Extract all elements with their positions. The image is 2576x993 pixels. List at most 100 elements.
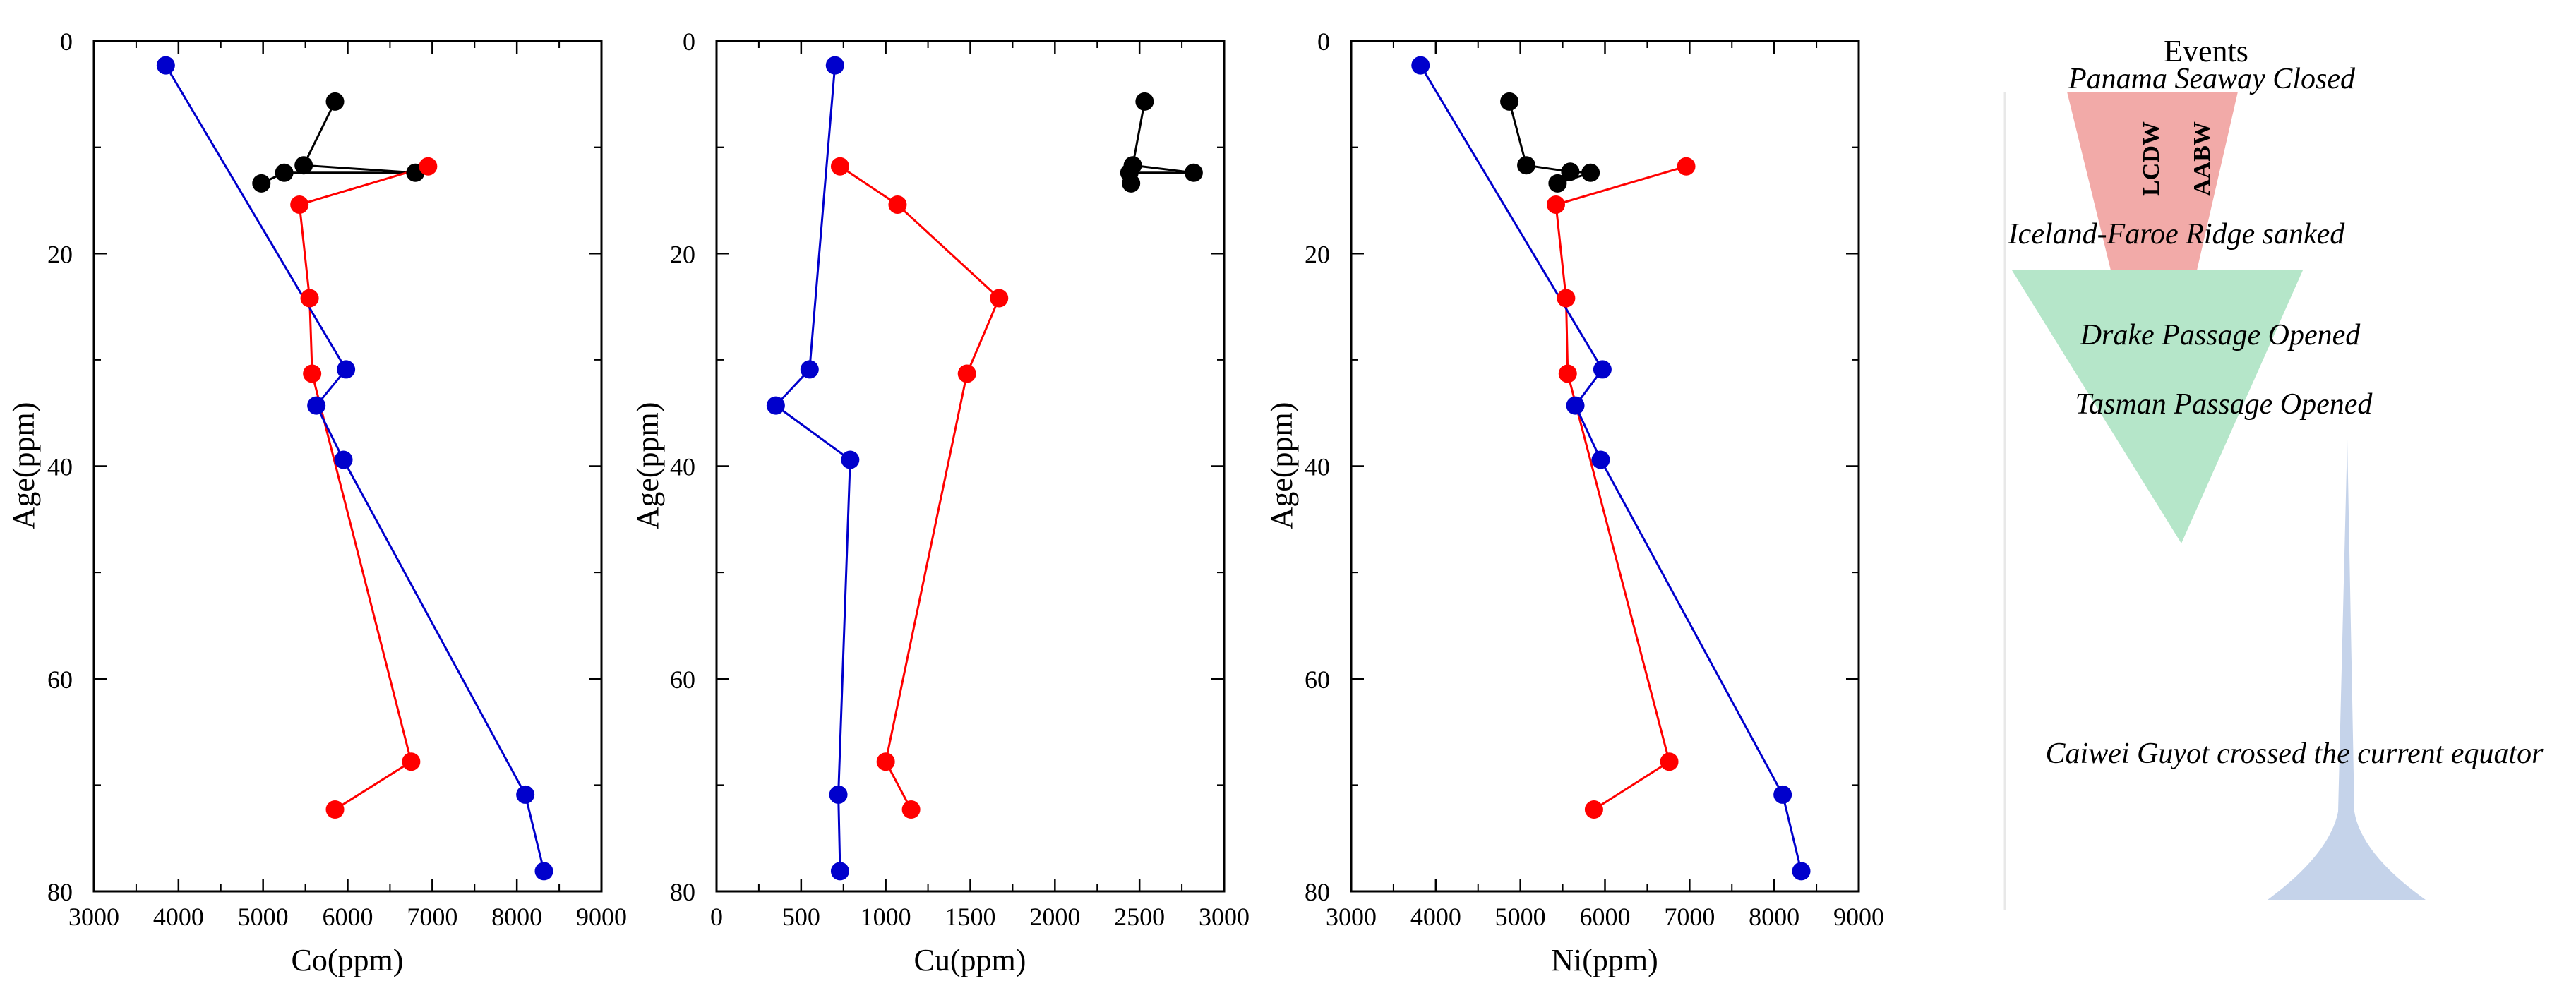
water-mass-aabw: AABW: [2189, 121, 2215, 196]
co-x-tick-label: 5000: [238, 903, 289, 931]
co-panel: 3000 4000 5000 6000 7000 8000 9000 0 20 40 60 80 Co…: [6, 28, 627, 977]
ni-panel: 3000 4000 5000 6000 7000 8000 9000 0 20 40 60 80 Ni…: [1264, 28, 1884, 977]
blue-equator-spike: [2268, 439, 2426, 900]
ni-x-tick-label: 6000: [1580, 903, 1631, 931]
co-y-tick-label: 0: [60, 28, 73, 56]
event-label-iceland-faroe: Iceland-Faroe Ridge sanked: [2008, 218, 2346, 251]
co-y-tick-label: 40: [47, 453, 73, 481]
co-black-data-point: [294, 156, 313, 175]
co-red-data-point: [402, 752, 421, 771]
ni-y-tick-label: 60: [1305, 666, 1330, 694]
co-y-tick-label: 80: [47, 878, 73, 906]
ni-x-tick-label: 4000: [1410, 903, 1461, 931]
co-red-series-line: [298, 165, 429, 811]
co-x-tick-label: 9000: [576, 903, 627, 931]
cu-red-data-point: [830, 157, 849, 176]
cu-x-tick-label: 2500: [1114, 903, 1165, 931]
ni-red-data-point: [1558, 364, 1577, 383]
co-red-data-point: [300, 289, 319, 308]
cu-x-tick-label: 2000: [1029, 903, 1080, 931]
cu-blue-series-line: [774, 65, 851, 872]
co-black-data-point: [252, 174, 271, 193]
cu-y-tick-label: 20: [670, 240, 695, 268]
co-blue-series-line: [164, 64, 545, 872]
event-label-drake: Drake Passage Opened: [2080, 319, 2361, 351]
ni-red-series-line: [1554, 165, 1687, 811]
cu-plot-frame: [715, 40, 1226, 893]
cu-blue-data-point: [800, 360, 819, 379]
cu-y-tick-label: 80: [670, 878, 695, 906]
cu-blue-data-point: [825, 56, 844, 75]
ni-x-tick-label: 5000: [1495, 903, 1546, 931]
cu-red-data-point: [901, 800, 921, 819]
ni-black-data-point: [1581, 163, 1600, 182]
ni-black-data-point: [1500, 92, 1519, 111]
cu-y-axis-title: Age(ppm): [630, 402, 665, 530]
co-x-tick-label: 6000: [323, 903, 373, 931]
co-x-tick-label: 4000: [153, 903, 204, 931]
ni-blue-data-point: [1411, 56, 1430, 75]
cu-black-data-point: [1184, 163, 1203, 182]
event-label-panama: Panama Seaway Closed: [2068, 63, 2356, 95]
cu-red-data-point: [876, 752, 895, 771]
ni-red-data-point: [1584, 800, 1603, 819]
ni-y-tick-label: 40: [1305, 453, 1330, 481]
ni-black-data-point: [1561, 162, 1580, 181]
cu-y-tick-label: 40: [670, 453, 695, 481]
cu-y-tick-label: 60: [670, 666, 695, 694]
ni-red-data-point: [1660, 752, 1679, 771]
event-label-tasman: Tasman Passage Opened: [2075, 388, 2373, 421]
co-blue-data-point: [334, 450, 353, 469]
cu-red-data-point: [957, 364, 976, 383]
cu-x-tick-label: 1000: [861, 903, 911, 931]
co-blue-data-point: [307, 396, 326, 415]
co-blue-data-point: [156, 56, 175, 75]
ni-red-data-point: [1546, 195, 1565, 214]
co-x-tick-label: 7000: [407, 903, 457, 931]
green-passage-zone: [2012, 270, 2303, 543]
co-blue-data-point: [516, 785, 535, 804]
cu-black-data-point: [1122, 174, 1141, 193]
co-y-tick-label: 60: [47, 666, 73, 694]
cu-panel: 0 500 1000 1500 2000 2500 3000 0 20 40 60 80 Cu(ppm…: [630, 28, 1250, 977]
ni-red-data-point: [1557, 289, 1576, 308]
events-panel: Events Panama Seaway Closed Iceland-Faro…: [2003, 34, 2544, 910]
co-x-tick-label: 8000: [491, 903, 542, 931]
ni-y-tick-label: 20: [1305, 240, 1330, 268]
co-x-tick-label: 3000: [68, 903, 119, 931]
events-heading: Events: [2164, 34, 2248, 68]
cu-red-series-line: [839, 165, 1000, 810]
ni-red-data-point: [1677, 157, 1696, 176]
cu-blue-data-point: [766, 396, 785, 415]
ni-x-axis-title: Ni(ppm): [1551, 943, 1658, 977]
ni-blue-data-point: [1593, 360, 1612, 379]
co-red-data-point: [325, 800, 345, 819]
cu-x-axis-title: Cu(ppm): [914, 943, 1026, 977]
ni-x-tick-label: 9000: [1833, 903, 1884, 931]
co-red-data-point: [290, 195, 309, 214]
red-deepwater-zone: [2067, 92, 2238, 270]
cu-y-tick-label: 0: [683, 28, 695, 56]
cu-x-tick-label: 500: [782, 903, 820, 931]
ni-black-data-point: [1517, 156, 1536, 175]
co-blue-data-point: [337, 360, 356, 379]
ni-black-data-point: [1548, 174, 1567, 193]
cu-x-tick-label: 0: [710, 903, 723, 931]
co-black-data-point: [275, 163, 294, 182]
ni-blue-data-point: [1792, 862, 1811, 881]
cu-x-tick-label: 3000: [1199, 903, 1250, 931]
cu-x-tick-label: 1500: [945, 903, 996, 931]
cu-blue-data-point: [829, 785, 848, 804]
ni-x-tick-label: 3000: [1326, 903, 1377, 931]
co-y-axis-title: Age(ppm): [6, 402, 41, 530]
ni-blue-data-point: [1773, 785, 1792, 804]
co-x-axis-title: Co(ppm): [292, 943, 404, 977]
event-label-caiwei: Caiwei Guyot crossed the current equator: [2046, 738, 2544, 770]
co-y-tick-label: 20: [47, 240, 73, 268]
cu-blue-data-point: [830, 862, 849, 881]
ni-y-axis-title: Age(ppm): [1264, 402, 1299, 530]
cu-blue-data-point: [841, 450, 860, 469]
co-blue-data-point: [534, 862, 553, 881]
cu-red-data-point: [888, 195, 907, 214]
